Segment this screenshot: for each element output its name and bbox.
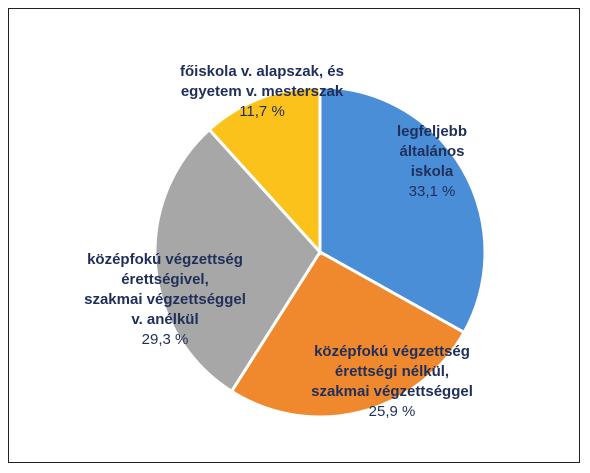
slice-label: főiskola v. alapszak, és egyetem v. mest… <box>180 62 344 122</box>
slice-label: középfokú végzettség érettségi nélkül, s… <box>311 342 473 422</box>
frame <box>8 8 580 463</box>
value-label: 11,7 % <box>239 103 285 120</box>
pie-slice <box>207 85 322 256</box>
slice-label: középfokú végzettség érettségivel, szakm… <box>84 250 246 350</box>
category-name: főiskola v. alapszak, és egyetem v. mest… <box>180 63 344 100</box>
value-label: 29,3 % <box>141 331 189 348</box>
pie-slice <box>153 127 322 394</box>
category-name: középfokú végzettség érettségi nélkül, s… <box>311 343 473 400</box>
category-name: középfokú végzettség érettségivel, szakm… <box>84 251 246 328</box>
value-label: 33,1 % <box>408 183 456 200</box>
pie-slice <box>318 85 487 335</box>
slice-label: legfeljebb általános iskola 33,1 % <box>397 122 467 202</box>
pie-slice <box>229 249 467 419</box>
category-name: legfeljebb általános iskola <box>396 123 468 180</box>
value-label: 25,9 % <box>368 403 416 420</box>
